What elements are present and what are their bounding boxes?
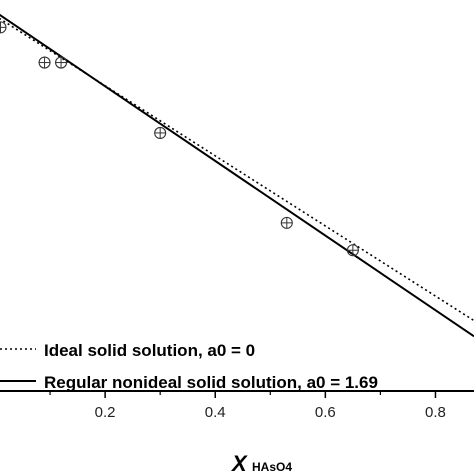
series-line-ideal — [0, 17, 474, 322]
data-point — [0, 21, 7, 34]
x-tick-label: 0.4 — [205, 404, 226, 421]
legend-label-regular: Regular nonideal solid solution, a0 = 1.… — [44, 373, 378, 392]
x-tick-label: 0.8 — [425, 404, 446, 421]
legend-label-ideal: Ideal solid solution, a0 = 0 — [44, 341, 255, 360]
data-point — [280, 216, 293, 229]
x-axis-label-symbol: X — [230, 451, 248, 474]
data-point — [346, 244, 359, 257]
x-axis-label: X HAsO4 — [230, 451, 292, 474]
x-tick-label: 0.2 — [95, 404, 116, 421]
series-line-regular — [0, 13, 474, 338]
plot-area — [0, 13, 474, 338]
legend: Ideal solid solution, a0 = 0 Regular non… — [0, 341, 378, 392]
data-point — [154, 126, 167, 139]
data-point — [55, 56, 68, 69]
x-axis: 0.2 0.4 0.6 0.8 — [0, 390, 474, 421]
x-axis-label-subscript: HAsO4 — [252, 460, 292, 474]
data-point — [38, 56, 51, 69]
x-tick-label: 0.6 — [315, 404, 336, 421]
